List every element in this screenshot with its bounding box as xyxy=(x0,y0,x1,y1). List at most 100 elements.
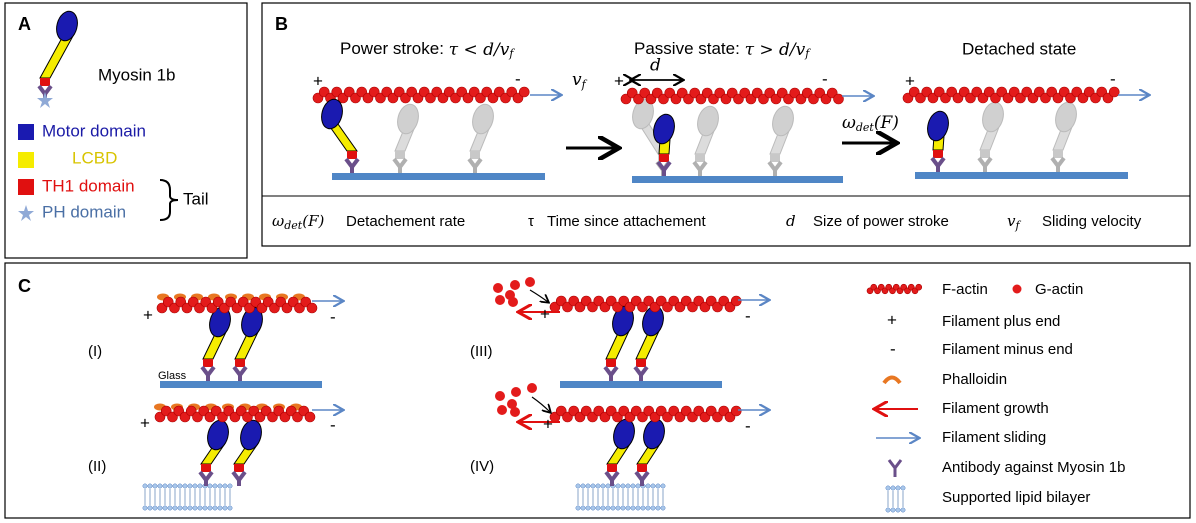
glass-label: Glass xyxy=(158,370,187,382)
lipid-head xyxy=(601,506,605,510)
motor-domain xyxy=(469,102,496,136)
lipid-head xyxy=(178,484,182,488)
lipid-head xyxy=(661,484,665,488)
lipid-head xyxy=(208,484,212,488)
lipid-head xyxy=(646,484,650,488)
brace xyxy=(160,180,178,220)
legend-text: Filament plus end xyxy=(942,313,1060,330)
g-actin xyxy=(511,387,521,397)
condition: (III) xyxy=(470,343,493,360)
lipid-head xyxy=(203,506,207,510)
subscript: det xyxy=(284,219,303,232)
formula: τ < d/v xyxy=(449,40,510,60)
minus: - xyxy=(1110,69,1116,88)
lipid-head xyxy=(173,506,177,510)
lipid-head xyxy=(891,508,895,512)
lipid-head xyxy=(631,506,635,510)
v: v xyxy=(572,70,582,90)
g-actin xyxy=(495,295,505,305)
actin-monomer xyxy=(307,303,317,313)
actin-monomer xyxy=(1109,87,1119,97)
antibody xyxy=(469,159,481,173)
lipid-head xyxy=(148,484,152,488)
th1-domain xyxy=(1053,150,1063,158)
th1-domain xyxy=(201,464,211,472)
figure: A Myosin 1b Motor domain LCBD TH1 domain… xyxy=(0,0,1196,523)
th1-domain xyxy=(347,151,357,159)
motor-domain xyxy=(979,100,1006,134)
argument: (F) xyxy=(302,212,324,230)
lipid-head xyxy=(901,508,905,512)
def-text: Sliding velocity xyxy=(1042,213,1142,230)
lipid-head xyxy=(641,506,645,510)
th1-domain xyxy=(980,150,990,158)
legend-antibody xyxy=(889,460,901,477)
omega-symbol: ω xyxy=(842,113,856,133)
def-symbol: d xyxy=(786,212,796,230)
antibody xyxy=(202,367,214,381)
th1-domain xyxy=(234,464,244,472)
title: Myosin 1b xyxy=(98,65,175,84)
velocity: vf xyxy=(572,70,588,92)
legend-text: TH1 domain xyxy=(42,176,135,195)
lipid-head xyxy=(213,484,217,488)
lipid-head xyxy=(896,508,900,512)
lipid-head xyxy=(163,506,167,510)
lipid-head xyxy=(591,484,595,488)
def-text: Time since attachement xyxy=(547,213,707,230)
actin-monomer xyxy=(731,296,741,306)
lipid-head xyxy=(596,506,600,510)
lipid-head xyxy=(616,506,620,510)
panel-label: A xyxy=(18,14,31,34)
lipid-head xyxy=(601,484,605,488)
lipid-head xyxy=(631,484,635,488)
lipid-head xyxy=(651,506,655,510)
lipid-head xyxy=(143,484,147,488)
lipid-head xyxy=(886,486,890,490)
minus: - xyxy=(515,69,521,88)
substrate xyxy=(632,176,843,183)
g-actin xyxy=(527,383,537,393)
lipid-head xyxy=(143,506,147,510)
legend-text: LCBD xyxy=(72,148,117,167)
lipid-head xyxy=(183,506,187,510)
minus: - xyxy=(745,306,751,325)
lipid-head xyxy=(153,506,157,510)
legend-phalloidin xyxy=(884,378,900,384)
plus: + xyxy=(540,304,550,323)
th1-domain xyxy=(637,464,647,472)
th1-domain xyxy=(695,154,705,162)
minus: - xyxy=(745,416,751,435)
g-actin xyxy=(525,277,535,287)
lipid-head xyxy=(586,506,590,510)
lipid-head xyxy=(223,506,227,510)
state-name: Power stroke: xyxy=(340,39,449,58)
lipid-head xyxy=(173,484,177,488)
subscript: det xyxy=(856,121,875,134)
antibody xyxy=(346,159,358,173)
lipid-head xyxy=(651,484,655,488)
antibody xyxy=(932,158,944,172)
lipid-head xyxy=(656,506,660,510)
antibody xyxy=(979,158,991,172)
condition: (I) xyxy=(88,343,102,360)
lipid-head xyxy=(153,484,157,488)
lipid-head xyxy=(168,506,172,510)
panel-label: C xyxy=(18,276,31,296)
actin-monomer xyxy=(916,284,922,290)
lipid-head xyxy=(223,484,227,488)
curved-arrow xyxy=(532,397,550,412)
legend-text: PH domain xyxy=(42,202,126,221)
condition: (II) xyxy=(88,458,106,475)
lipid-head xyxy=(621,484,625,488)
lipid-head xyxy=(193,484,197,488)
lipid-head xyxy=(228,506,232,510)
subscript: f xyxy=(508,47,515,60)
state-title: Detached state xyxy=(962,39,1076,58)
omega-symbol: ω xyxy=(272,212,284,230)
antibody xyxy=(1052,158,1064,172)
lipid-head xyxy=(606,506,610,510)
def-text: Detachement rate xyxy=(346,213,465,230)
lipid-head xyxy=(581,506,585,510)
lipid-head xyxy=(218,484,222,488)
